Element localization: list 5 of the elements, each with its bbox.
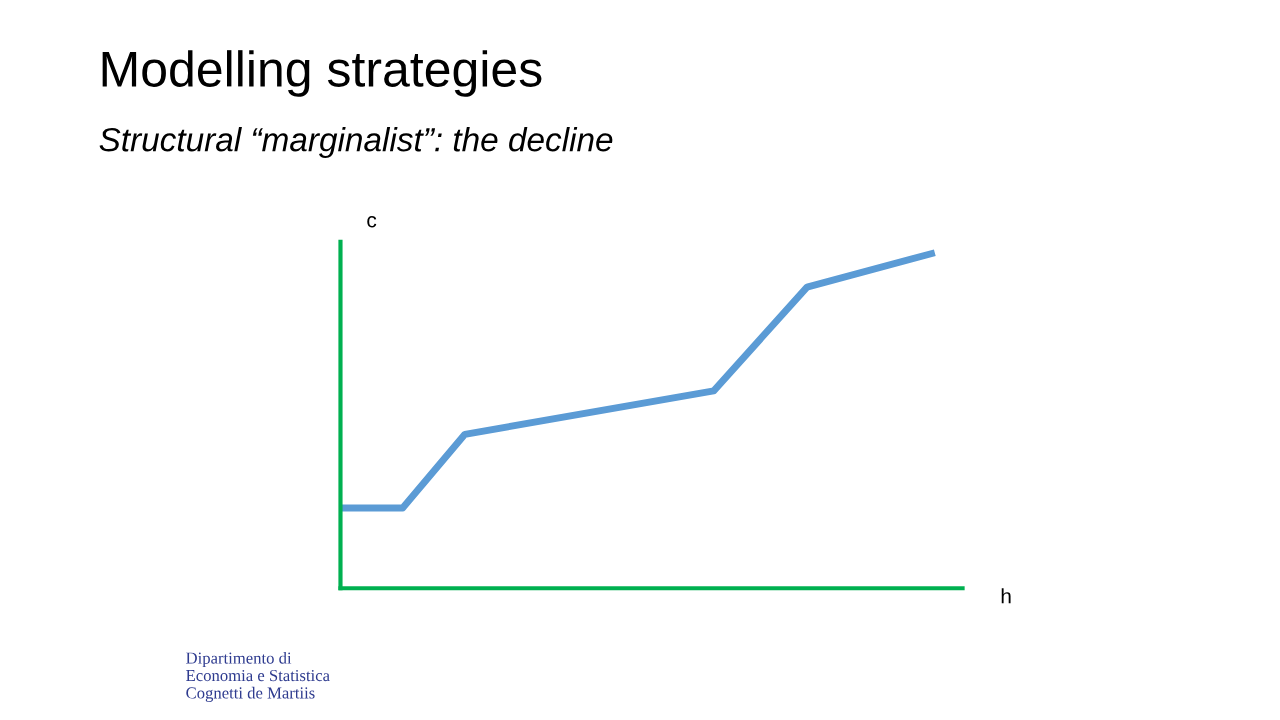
text: Dipartimento di Economia e Statistica Cognetti de Martiis (186, 651, 330, 702)
chart-title: Modelling strategies (102, 50, 542, 97)
y-axis-title: c (367, 216, 377, 228)
x-axis-title: h (1001, 588, 1011, 604)
chart-subtitle: Structural “marginalist”: the decline (99, 127, 613, 159)
